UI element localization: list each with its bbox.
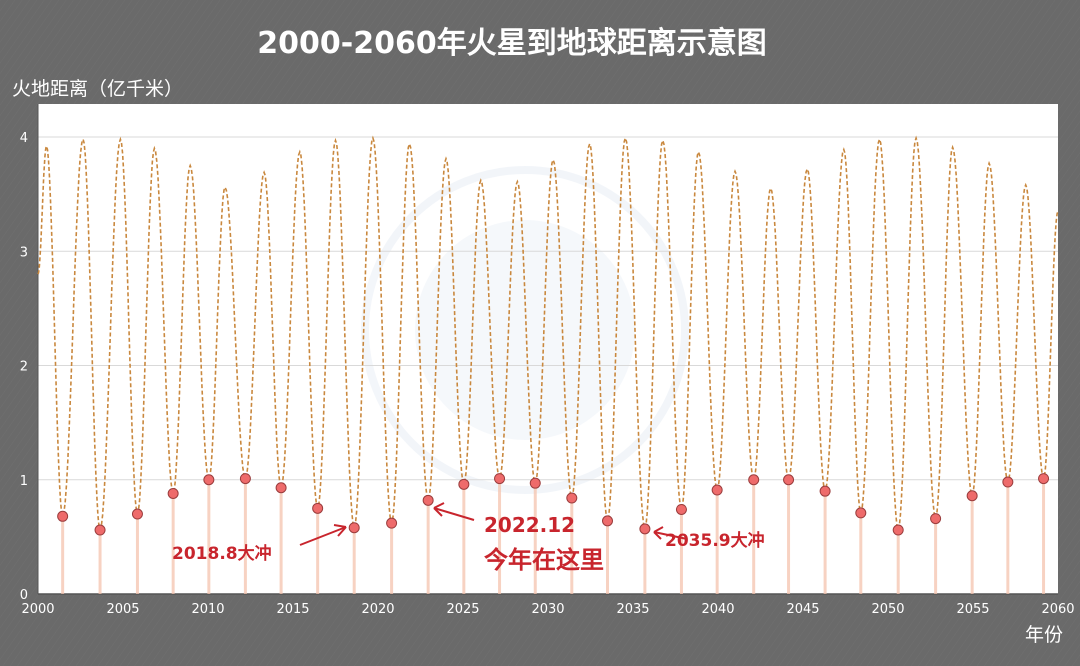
annotation-2035: 2035.9大冲 — [665, 530, 765, 551]
x-tick-label: 2010 — [191, 602, 224, 617]
y-tick-label: 2 — [20, 360, 28, 375]
x-tick-label: 2020 — [361, 602, 394, 617]
minimum-point — [1002, 476, 1014, 488]
x-axis-label: 年份 — [1025, 624, 1063, 646]
minimum-point — [275, 482, 287, 494]
minimum-point — [458, 478, 470, 490]
x-tick-label: 2030 — [531, 602, 564, 617]
minimum-point — [167, 487, 179, 499]
minimum-point — [892, 524, 904, 536]
minimum-point — [711, 484, 723, 496]
annotations: 2018.8大冲 2022.12 今年在这里 2035.9大冲 — [172, 502, 765, 574]
x-tick-label: 2005 — [106, 602, 139, 617]
x-tick-label: 2015 — [276, 602, 309, 617]
arrow-2022 — [433, 507, 475, 521]
distance-curve — [37, 135, 1059, 533]
y-axis-label: 火地距离（亿千米） — [12, 78, 183, 100]
minimum-point — [529, 477, 541, 489]
minimum-point — [1038, 473, 1050, 485]
arrow-2018 — [299, 526, 347, 546]
minimum-point — [348, 522, 360, 534]
minimum-point — [639, 523, 651, 535]
minimum-point — [966, 490, 978, 502]
arrow-2022-head — [433, 502, 445, 517]
chart-title: 2000-2060年火星到地球距离示意图 — [257, 26, 766, 61]
minimum-point — [312, 502, 324, 514]
arrow-2018-head — [333, 524, 347, 537]
minimum-points — [57, 473, 1050, 536]
minimum-point — [131, 508, 143, 520]
minimum-point — [930, 513, 942, 525]
x-tick-label: 2060 — [1041, 602, 1074, 617]
minimum-point — [494, 473, 506, 485]
x-tick-label: 2040 — [701, 602, 734, 617]
x-tick-label: 2000 — [21, 602, 54, 617]
x-tick-label: 2055 — [956, 602, 989, 617]
minimum-point — [819, 485, 831, 497]
minimum-point — [783, 474, 795, 486]
minimum-point — [675, 503, 687, 515]
x-tick-label: 2045 — [786, 602, 819, 617]
minimum-point — [602, 515, 613, 527]
minimum-point — [386, 517, 398, 529]
y-tick-label: 4 — [20, 131, 28, 146]
y-ticks: 0 1 2 3 4 — [20, 131, 28, 603]
minimum-point — [57, 510, 69, 522]
arrow-2035-head — [653, 526, 664, 540]
minimum-point — [94, 524, 106, 536]
minimum-point — [855, 507, 867, 519]
minimum-stems — [61, 478, 1046, 594]
x-ticks: 2000 2005 2010 2015 2020 2025 2030 2035 2040 2045… — [21, 602, 1074, 617]
x-tick-label: 2035 — [616, 602, 649, 617]
minimum-point — [422, 494, 434, 506]
minimum-point — [566, 492, 578, 504]
y-tick-label: 3 — [20, 245, 28, 260]
minimum-point — [748, 474, 760, 486]
annotation-this-year: 今年在这里 — [484, 546, 604, 574]
minimum-point — [239, 473, 251, 485]
annotation-2022: 2022.12 — [484, 513, 575, 537]
x-tick-label: 2025 — [446, 602, 479, 617]
x-tick-label: 2050 — [871, 602, 904, 617]
minimum-point — [203, 474, 215, 486]
annotation-2018: 2018.8大冲 — [172, 543, 272, 564]
y-tick-label: 1 — [20, 474, 28, 489]
arrow-2035 — [653, 531, 688, 540]
y-tick-label: 0 — [20, 588, 28, 603]
